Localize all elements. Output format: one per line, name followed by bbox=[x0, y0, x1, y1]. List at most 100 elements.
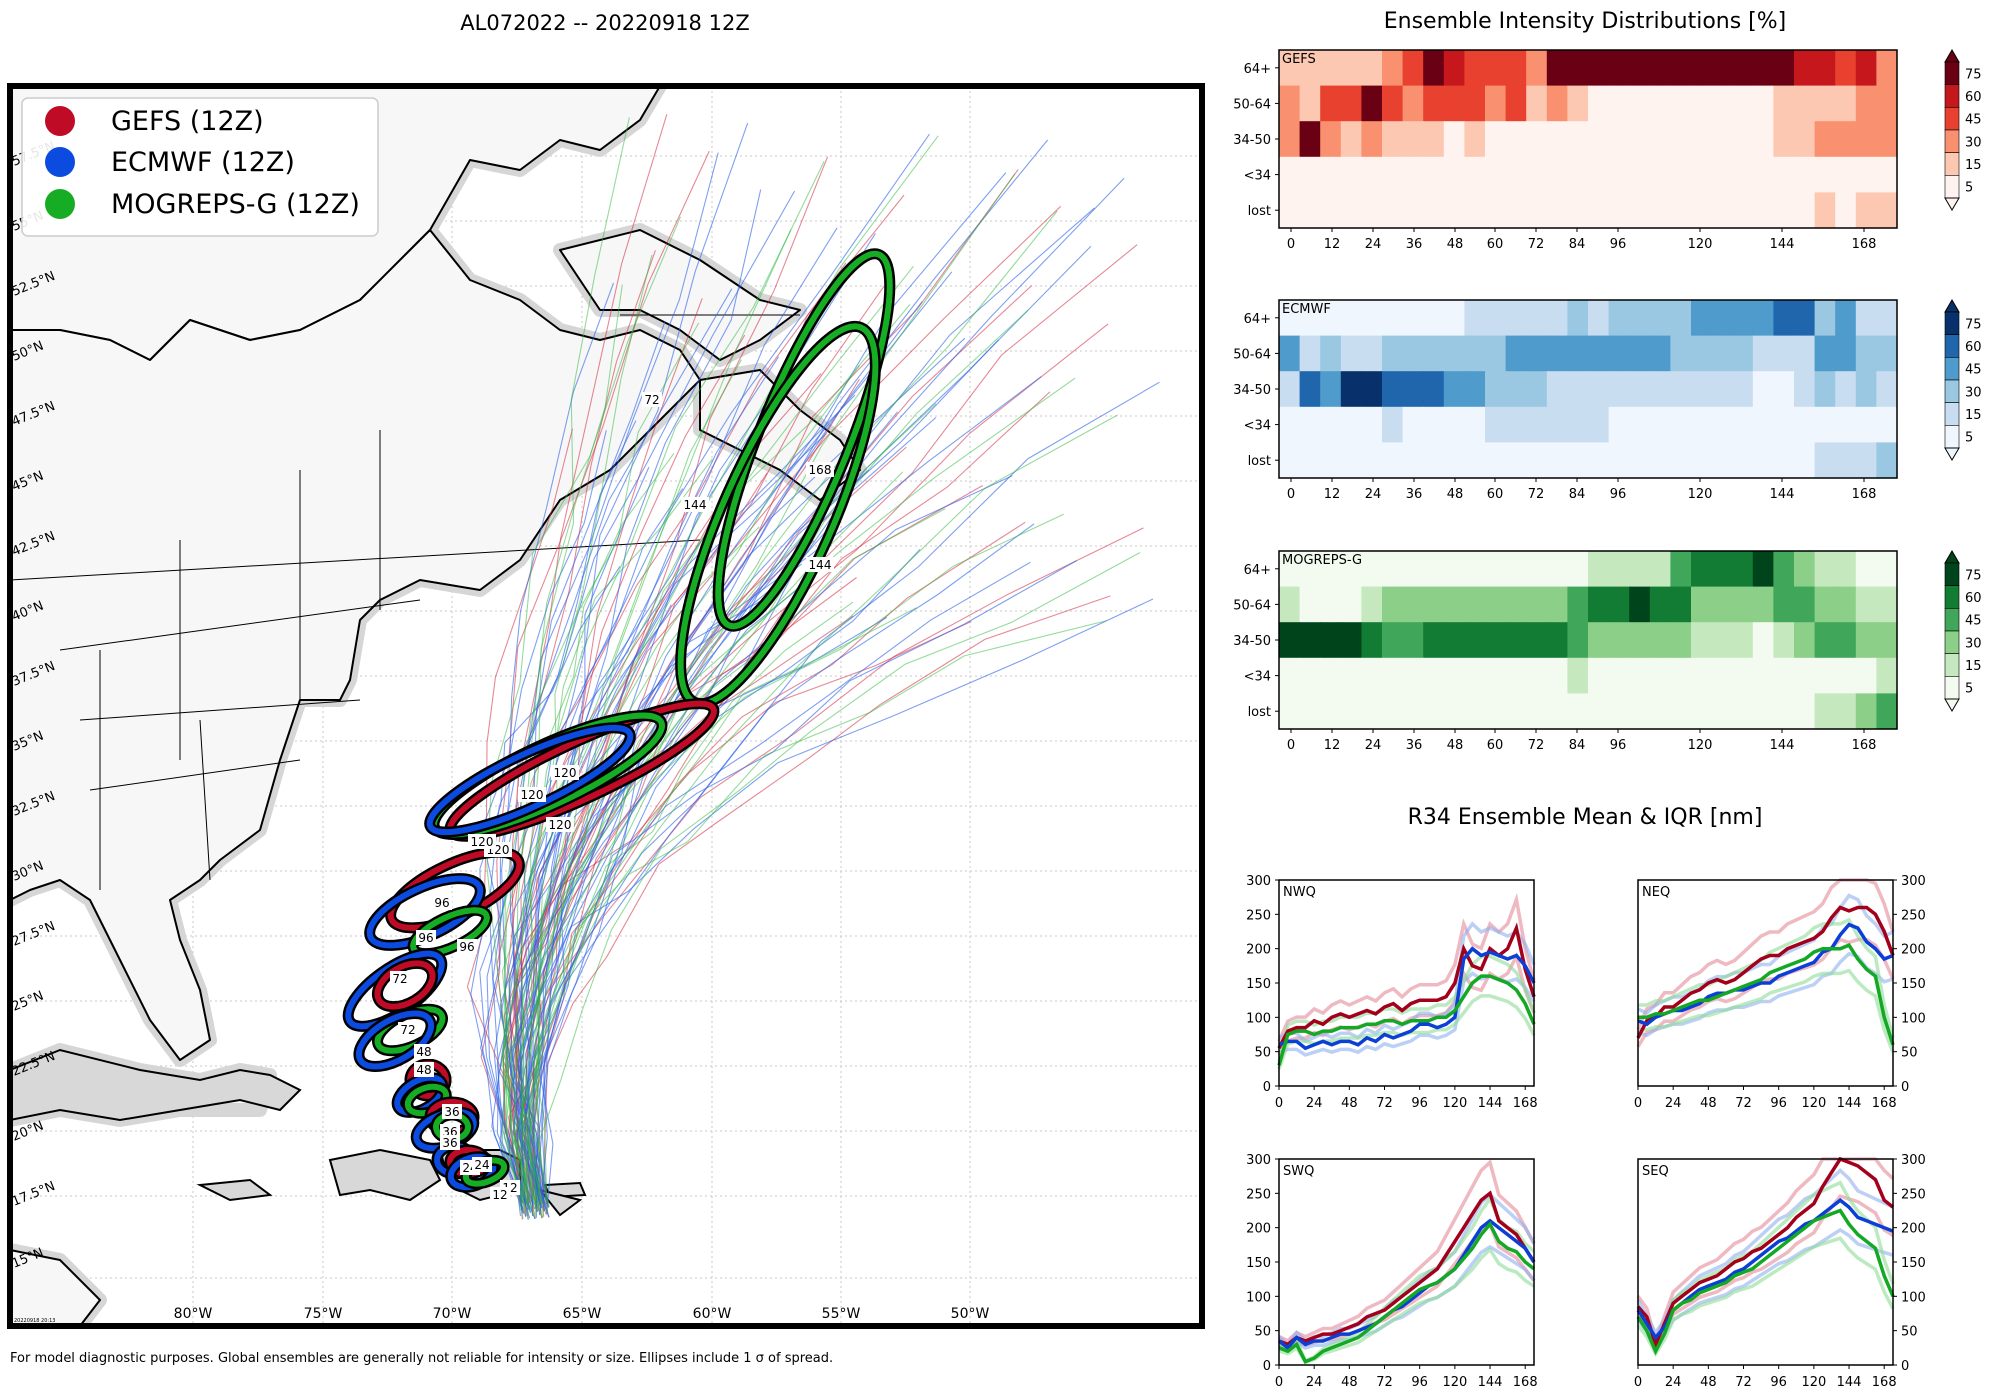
heatmap-cell bbox=[1423, 85, 1445, 122]
heatmap-cell bbox=[1423, 406, 1445, 443]
heatmap-cell bbox=[1443, 693, 1465, 730]
r34-x-tick-label: 144 bbox=[1837, 1096, 1862, 1111]
heatmap-cell bbox=[1691, 371, 1713, 408]
heatmap-cell bbox=[1361, 551, 1383, 588]
heatmap-cell bbox=[1505, 50, 1527, 87]
heatmap-cell bbox=[1814, 335, 1836, 372]
r34-x-tick-label: 96 bbox=[1411, 1375, 1428, 1390]
r34-iqr-line bbox=[1277, 892, 1536, 1043]
heatmap-cell bbox=[1423, 693, 1445, 730]
heatmap-cell bbox=[1382, 622, 1404, 659]
heatmap-cell bbox=[1691, 192, 1713, 229]
heatmap-cell bbox=[1835, 406, 1857, 443]
heatmap-cell bbox=[1361, 586, 1383, 623]
heatmap-cell bbox=[1382, 442, 1404, 479]
heatmap-cell bbox=[1340, 300, 1362, 337]
ellipse-hour-label: 72 bbox=[644, 393, 659, 407]
heatmap-cell bbox=[1279, 156, 1301, 193]
heatmap-cell bbox=[1835, 192, 1857, 229]
intensity-x-tick-label: 120 bbox=[1688, 738, 1713, 753]
heatmap-cell bbox=[1608, 50, 1630, 87]
heatmap-cell bbox=[1505, 156, 1527, 193]
heatmap-cell bbox=[1320, 442, 1342, 479]
heatmap-cell bbox=[1814, 586, 1836, 623]
heatmap-cell bbox=[1876, 693, 1898, 730]
heatmap-cell bbox=[1567, 406, 1589, 443]
heatmap-cell bbox=[1732, 121, 1754, 158]
heatmap-cell bbox=[1608, 300, 1630, 337]
r34-x-tick-label: 72 bbox=[1376, 1096, 1393, 1111]
heatmap-cell bbox=[1649, 300, 1671, 337]
intensity-row-label: 34-50 bbox=[1233, 634, 1271, 649]
heatmap-cell bbox=[1794, 50, 1816, 87]
heatmap-cell bbox=[1814, 300, 1836, 337]
heatmap-cell bbox=[1752, 406, 1774, 443]
heatmap-cell bbox=[1794, 622, 1816, 659]
heatmap-cell bbox=[1485, 586, 1507, 623]
heatmap-cell bbox=[1382, 551, 1404, 588]
heatmap-cell bbox=[1382, 192, 1404, 229]
heatmap-cell bbox=[1402, 371, 1424, 408]
heatmap-cell bbox=[1340, 622, 1362, 659]
heatmap-cell bbox=[1711, 693, 1733, 730]
heatmap-cell bbox=[1567, 335, 1589, 372]
colorbar-segment bbox=[1944, 402, 1960, 426]
heatmap-frame bbox=[1278, 299, 1898, 479]
heatmap-cell bbox=[1279, 85, 1301, 122]
r34-quadrant-label: NWQ bbox=[1283, 885, 1316, 900]
intensity-x-tick-label: 60 bbox=[1487, 738, 1504, 753]
intensity-x-tick-label: 0 bbox=[1287, 487, 1295, 502]
r34-x-tick-label: 168 bbox=[1513, 1375, 1538, 1390]
heatmap-cell bbox=[1876, 622, 1898, 659]
intensity-x-tick-label: 84 bbox=[1569, 237, 1586, 252]
heatmap-cell bbox=[1382, 85, 1404, 122]
heatmap-cell bbox=[1423, 300, 1445, 337]
heatmap-cell bbox=[1505, 657, 1527, 694]
intensity-x-tick-label: 12 bbox=[1324, 738, 1341, 753]
heatmap-cell bbox=[1340, 50, 1362, 87]
r34-x-tick-label: 120 bbox=[1801, 1375, 1826, 1390]
caribbean-islands bbox=[10, 1048, 587, 1217]
heatmap-cell bbox=[1567, 300, 1589, 337]
heatmap-cell bbox=[1546, 442, 1568, 479]
heatmap-cell bbox=[1773, 622, 1795, 659]
heatmap-cell bbox=[1855, 442, 1877, 479]
r34-mean-line-gefs bbox=[1636, 905, 1895, 1039]
heatmap-cell bbox=[1464, 657, 1486, 694]
intensity-x-tick-label: 96 bbox=[1610, 738, 1627, 753]
ensemble-track bbox=[515, 471, 904, 1206]
heatmap-cell bbox=[1608, 622, 1630, 659]
heatmap-cell bbox=[1402, 551, 1424, 588]
colorbar-segment bbox=[1944, 562, 1960, 586]
heatmap-cell bbox=[1835, 371, 1857, 408]
intensity-x-tick-label: 84 bbox=[1569, 487, 1586, 502]
ensemble-track bbox=[509, 420, 637, 1212]
ellipse-label-bg bbox=[472, 1157, 492, 1172]
r34-x-tick-label: 48 bbox=[1700, 1375, 1717, 1390]
ensemble-track bbox=[524, 414, 1118, 1220]
heatmap-cell bbox=[1711, 657, 1733, 694]
heatmap-cell bbox=[1732, 50, 1754, 87]
heatmap-cell bbox=[1649, 192, 1671, 229]
r34-iqr-line bbox=[1636, 1180, 1895, 1354]
ellipse-hour-label: 96 bbox=[418, 931, 433, 945]
r34-x-tick-label: 120 bbox=[1442, 1375, 1467, 1390]
heatmap-cell bbox=[1567, 657, 1589, 694]
intensity-x-tick-label: 36 bbox=[1406, 738, 1423, 753]
heatmap-cell bbox=[1279, 442, 1301, 479]
colorbar-tick-label: 5 bbox=[1965, 431, 1973, 446]
heatmap-cell bbox=[1505, 300, 1527, 337]
ellipse-label-bg bbox=[416, 930, 436, 945]
heatmap-cell bbox=[1732, 657, 1754, 694]
heatmap-cell bbox=[1443, 156, 1465, 193]
heatmap-cell bbox=[1670, 335, 1692, 372]
map-footnote: For model diagnostic purposes. Global en… bbox=[10, 1351, 833, 1366]
heatmap-cell bbox=[1464, 371, 1486, 408]
heatmap-cell bbox=[1691, 657, 1713, 694]
colorbar-segment bbox=[1944, 676, 1960, 700]
heatmap-cell bbox=[1835, 442, 1857, 479]
heatmap-cell bbox=[1711, 300, 1733, 337]
longitude-labels: 80°W 75°W 70°W 65°W 60°W 55°W 50°W bbox=[174, 1306, 990, 1322]
r34-y-tick-label: 150 bbox=[1901, 977, 1926, 992]
heatmap-cell bbox=[1814, 156, 1836, 193]
